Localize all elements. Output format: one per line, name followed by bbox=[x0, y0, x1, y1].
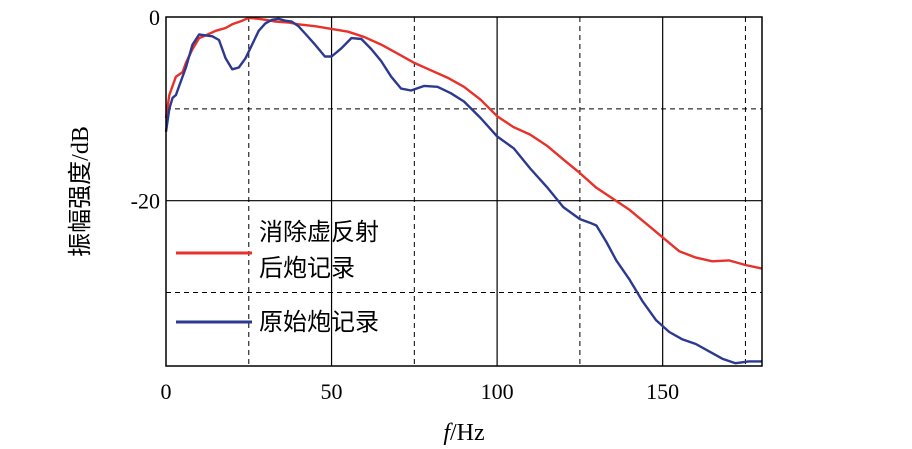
plot-frame bbox=[165, 16, 763, 367]
y-tick-label: 0 bbox=[149, 5, 160, 30]
series-line-1 bbox=[164, 16, 763, 270]
y-tick-label: -20 bbox=[131, 189, 160, 214]
grid-lines bbox=[166, 17, 762, 366]
x-axis-label-unit: /Hz bbox=[450, 420, 485, 446]
x-tick-label: 150 bbox=[646, 379, 679, 404]
series-layer bbox=[164, 16, 763, 365]
x-tick-label: 50 bbox=[321, 379, 343, 404]
legend-label-1: 消除虚反射 bbox=[259, 218, 379, 246]
y-axis-label: 振幅强度/dB bbox=[67, 126, 94, 257]
x-axis-label-italic: f bbox=[443, 420, 453, 446]
x-tick-label: 100 bbox=[481, 379, 514, 404]
legend-label-1: 后炮记录 bbox=[259, 254, 355, 282]
tick-labels: 0 50 100 150 0 -20 bbox=[131, 5, 679, 404]
x-tick-label: 0 bbox=[161, 379, 172, 404]
series-line-2 bbox=[164, 17, 762, 365]
legend-label-2: 原始炮记录 bbox=[259, 308, 379, 336]
x-axis-label: f/Hz bbox=[443, 420, 484, 446]
